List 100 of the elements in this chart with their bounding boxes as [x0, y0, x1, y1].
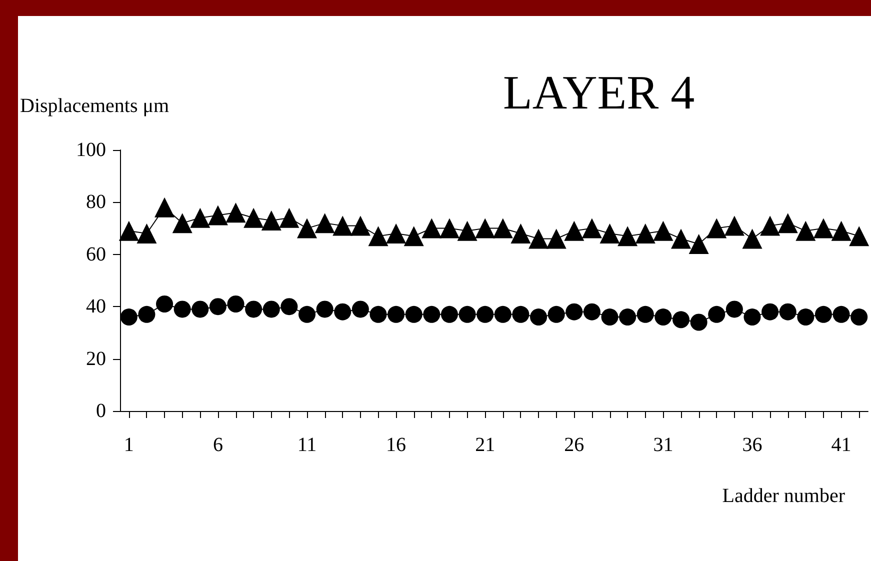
point: [688, 234, 709, 254]
point: [619, 308, 636, 326]
x-tick-label: 1: [124, 434, 134, 456]
point: [601, 308, 618, 326]
point: [546, 228, 566, 249]
point: [566, 303, 583, 320]
point: [174, 300, 191, 318]
point: [530, 308, 548, 326]
point: [332, 216, 353, 236]
point: [671, 228, 691, 249]
point: [226, 202, 246, 223]
y-tick-label: 60: [86, 243, 106, 266]
point: [475, 218, 496, 238]
point: [528, 228, 549, 249]
point: [814, 306, 832, 323]
point: [154, 197, 175, 218]
point: [690, 314, 708, 331]
y-tick-label: 80: [86, 191, 106, 214]
point: [404, 226, 424, 246]
point: [458, 306, 476, 323]
y-tick-label: 40: [86, 296, 106, 318]
point: [261, 210, 282, 230]
point: [850, 308, 868, 326]
point: [512, 306, 530, 323]
point: [654, 308, 672, 326]
point: [796, 220, 816, 241]
point: [314, 213, 335, 234]
point: [192, 300, 209, 318]
point: [172, 213, 192, 234]
point: [298, 306, 316, 323]
point: [190, 208, 210, 228]
x-tick-label: 16: [386, 434, 406, 456]
point: [279, 208, 300, 228]
point: [653, 220, 674, 241]
point: [760, 216, 780, 236]
point: [636, 306, 654, 323]
point: [724, 216, 744, 236]
point: [297, 218, 317, 238]
point: [762, 303, 779, 320]
x-tick-label: 26: [564, 434, 584, 456]
point: [368, 226, 388, 246]
x-tick-label: 41: [831, 434, 852, 456]
point: [208, 205, 228, 226]
point: [548, 306, 565, 323]
point: [280, 298, 298, 316]
point: [439, 218, 460, 238]
point: [156, 295, 174, 312]
point: [245, 300, 262, 318]
point: [492, 218, 513, 238]
point: [136, 224, 157, 244]
point: [388, 306, 405, 323]
point: [797, 308, 814, 326]
point: [635, 224, 656, 244]
point: [813, 218, 834, 238]
y-tick-label: 100: [76, 139, 106, 161]
point: [742, 228, 762, 249]
x-axis-title: Ladder number: [722, 485, 846, 507]
point: [386, 224, 406, 244]
x-tick-label: 31: [653, 434, 674, 456]
point: [118, 220, 139, 241]
point: [778, 213, 798, 234]
point: [350, 216, 370, 236]
point: [706, 218, 727, 238]
point: [422, 218, 442, 238]
point: [510, 224, 531, 244]
point: [494, 306, 512, 323]
point: [476, 306, 494, 323]
point: [726, 300, 743, 318]
point: [582, 218, 602, 238]
point: [744, 308, 761, 326]
point: [405, 306, 422, 323]
point: [423, 306, 440, 323]
y-tick-label: 20: [86, 348, 106, 370]
x-tick-label: 21: [475, 434, 496, 456]
x-tick-label: 11: [297, 434, 317, 456]
point: [457, 220, 478, 241]
point: [564, 220, 584, 241]
point: [779, 303, 796, 320]
y-axis-title: Displacements μm: [20, 95, 170, 117]
point: [120, 308, 138, 326]
point: [440, 306, 458, 323]
point: [832, 306, 850, 323]
point: [244, 208, 264, 228]
chart-title: LAYER 4: [503, 66, 695, 120]
x-tick-label: 6: [212, 434, 223, 456]
y-tick-label: 0: [96, 400, 106, 422]
point: [672, 311, 690, 328]
point: [209, 298, 226, 316]
x-tick-label: 36: [742, 434, 762, 456]
point: [316, 300, 334, 318]
point: [708, 306, 726, 323]
point: [831, 220, 852, 241]
point: [227, 295, 244, 312]
point: [370, 306, 387, 323]
point: [138, 306, 156, 323]
point: [352, 300, 369, 318]
point: [600, 224, 620, 244]
point: [618, 226, 638, 246]
point: [583, 303, 600, 320]
point: [334, 303, 352, 320]
